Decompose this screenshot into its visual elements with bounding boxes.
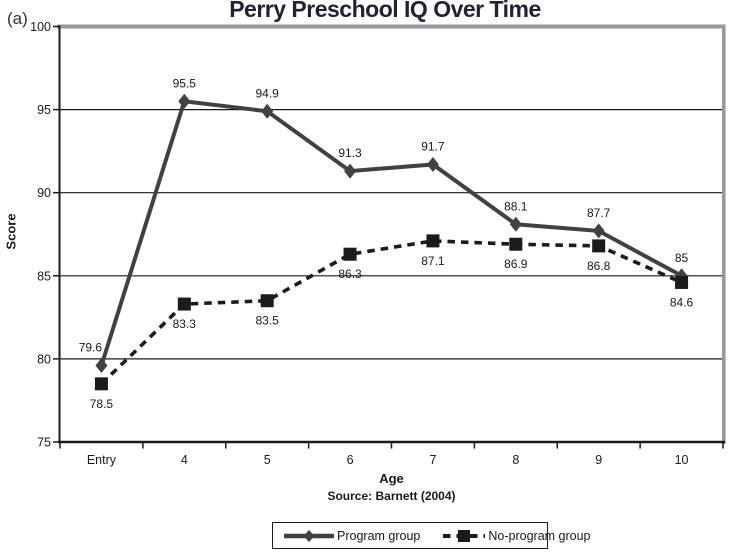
marker-square (675, 275, 689, 289)
data-label: 95.5 (173, 76, 197, 90)
data-label: 86.9 (504, 257, 528, 271)
data-label: 88.1 (504, 199, 528, 213)
y-tick-label: 90 (37, 186, 51, 200)
x-tick-label: 4 (181, 453, 188, 467)
series-line-program-group (99, 99, 683, 367)
marker-square (177, 297, 191, 311)
data-label: 87.7 (587, 206, 611, 220)
marker-square (343, 247, 357, 261)
legend: Program group No-program group (272, 522, 591, 549)
x-tick-label: Entry (87, 453, 117, 467)
source-note: Source: Barnett (2004) (327, 489, 456, 503)
marker-diamond (509, 216, 522, 232)
marker-square (260, 294, 274, 308)
data-label: 86.8 (587, 259, 611, 273)
series-line-no-program-group (100, 239, 683, 386)
y-tick-label: 100 (30, 20, 51, 34)
marker-diamond (592, 223, 605, 239)
legend-item-program-group: Program group (283, 528, 420, 544)
x-tick-label: 7 (429, 453, 436, 467)
data-label: 83.3 (173, 317, 197, 331)
data-label: 91.3 (338, 146, 362, 160)
x-tick-label: 5 (264, 453, 271, 467)
legend-label-program-group: Program group (337, 528, 421, 543)
marker-square (94, 377, 108, 391)
data-label: 83.5 (256, 314, 280, 328)
marker-diamond (95, 358, 108, 374)
data-label: 85 (675, 251, 689, 265)
x-tick-label: 10 (675, 453, 689, 467)
marker-diamond (426, 156, 439, 172)
data-label: 87.1 (421, 254, 445, 268)
no-program-group-line-sample (443, 529, 486, 542)
data-label: 91.7 (421, 139, 445, 153)
data-label: 78.5 (90, 397, 114, 411)
no-program-sample-square (458, 529, 471, 542)
marker-square (426, 234, 440, 248)
data-label: 79.6 (79, 341, 103, 355)
x-tick-label: 6 (347, 453, 354, 467)
marker-diamond (261, 103, 274, 119)
y-tick-label: 95 (37, 103, 51, 117)
y-tick-label: 75 (37, 436, 51, 450)
y-axis-title: Score (3, 213, 19, 250)
data-label: 84.6 (670, 295, 694, 309)
y-tick-label: 85 (37, 269, 51, 283)
marker-diamond (178, 93, 191, 109)
data-label: 86.3 (338, 267, 362, 281)
x-axis-title: Age (379, 471, 404, 486)
data-label: 94.9 (256, 86, 280, 100)
marker-diamond (344, 163, 357, 179)
program-sample-diamond (303, 529, 315, 542)
marker-square (509, 237, 523, 251)
marker-square (592, 239, 606, 253)
chart-title: Perry Preschool IQ Over Time (229, 0, 541, 22)
legend-label-no-program-group: No-program group (488, 528, 591, 543)
program-group-line-sample (284, 529, 334, 542)
legend-item-no-program-group: No-program group (442, 528, 591, 544)
plot-area: 75 80 85 90 95 100 Entry 4 5 6 7 8 9 10 79.6 95.5 94.9 91… (30, 20, 726, 467)
panel-label: (a) (7, 9, 28, 28)
y-tick-label: 80 (37, 352, 51, 366)
x-tick-label: 8 (512, 453, 519, 467)
x-tick-label: 9 (595, 453, 602, 467)
